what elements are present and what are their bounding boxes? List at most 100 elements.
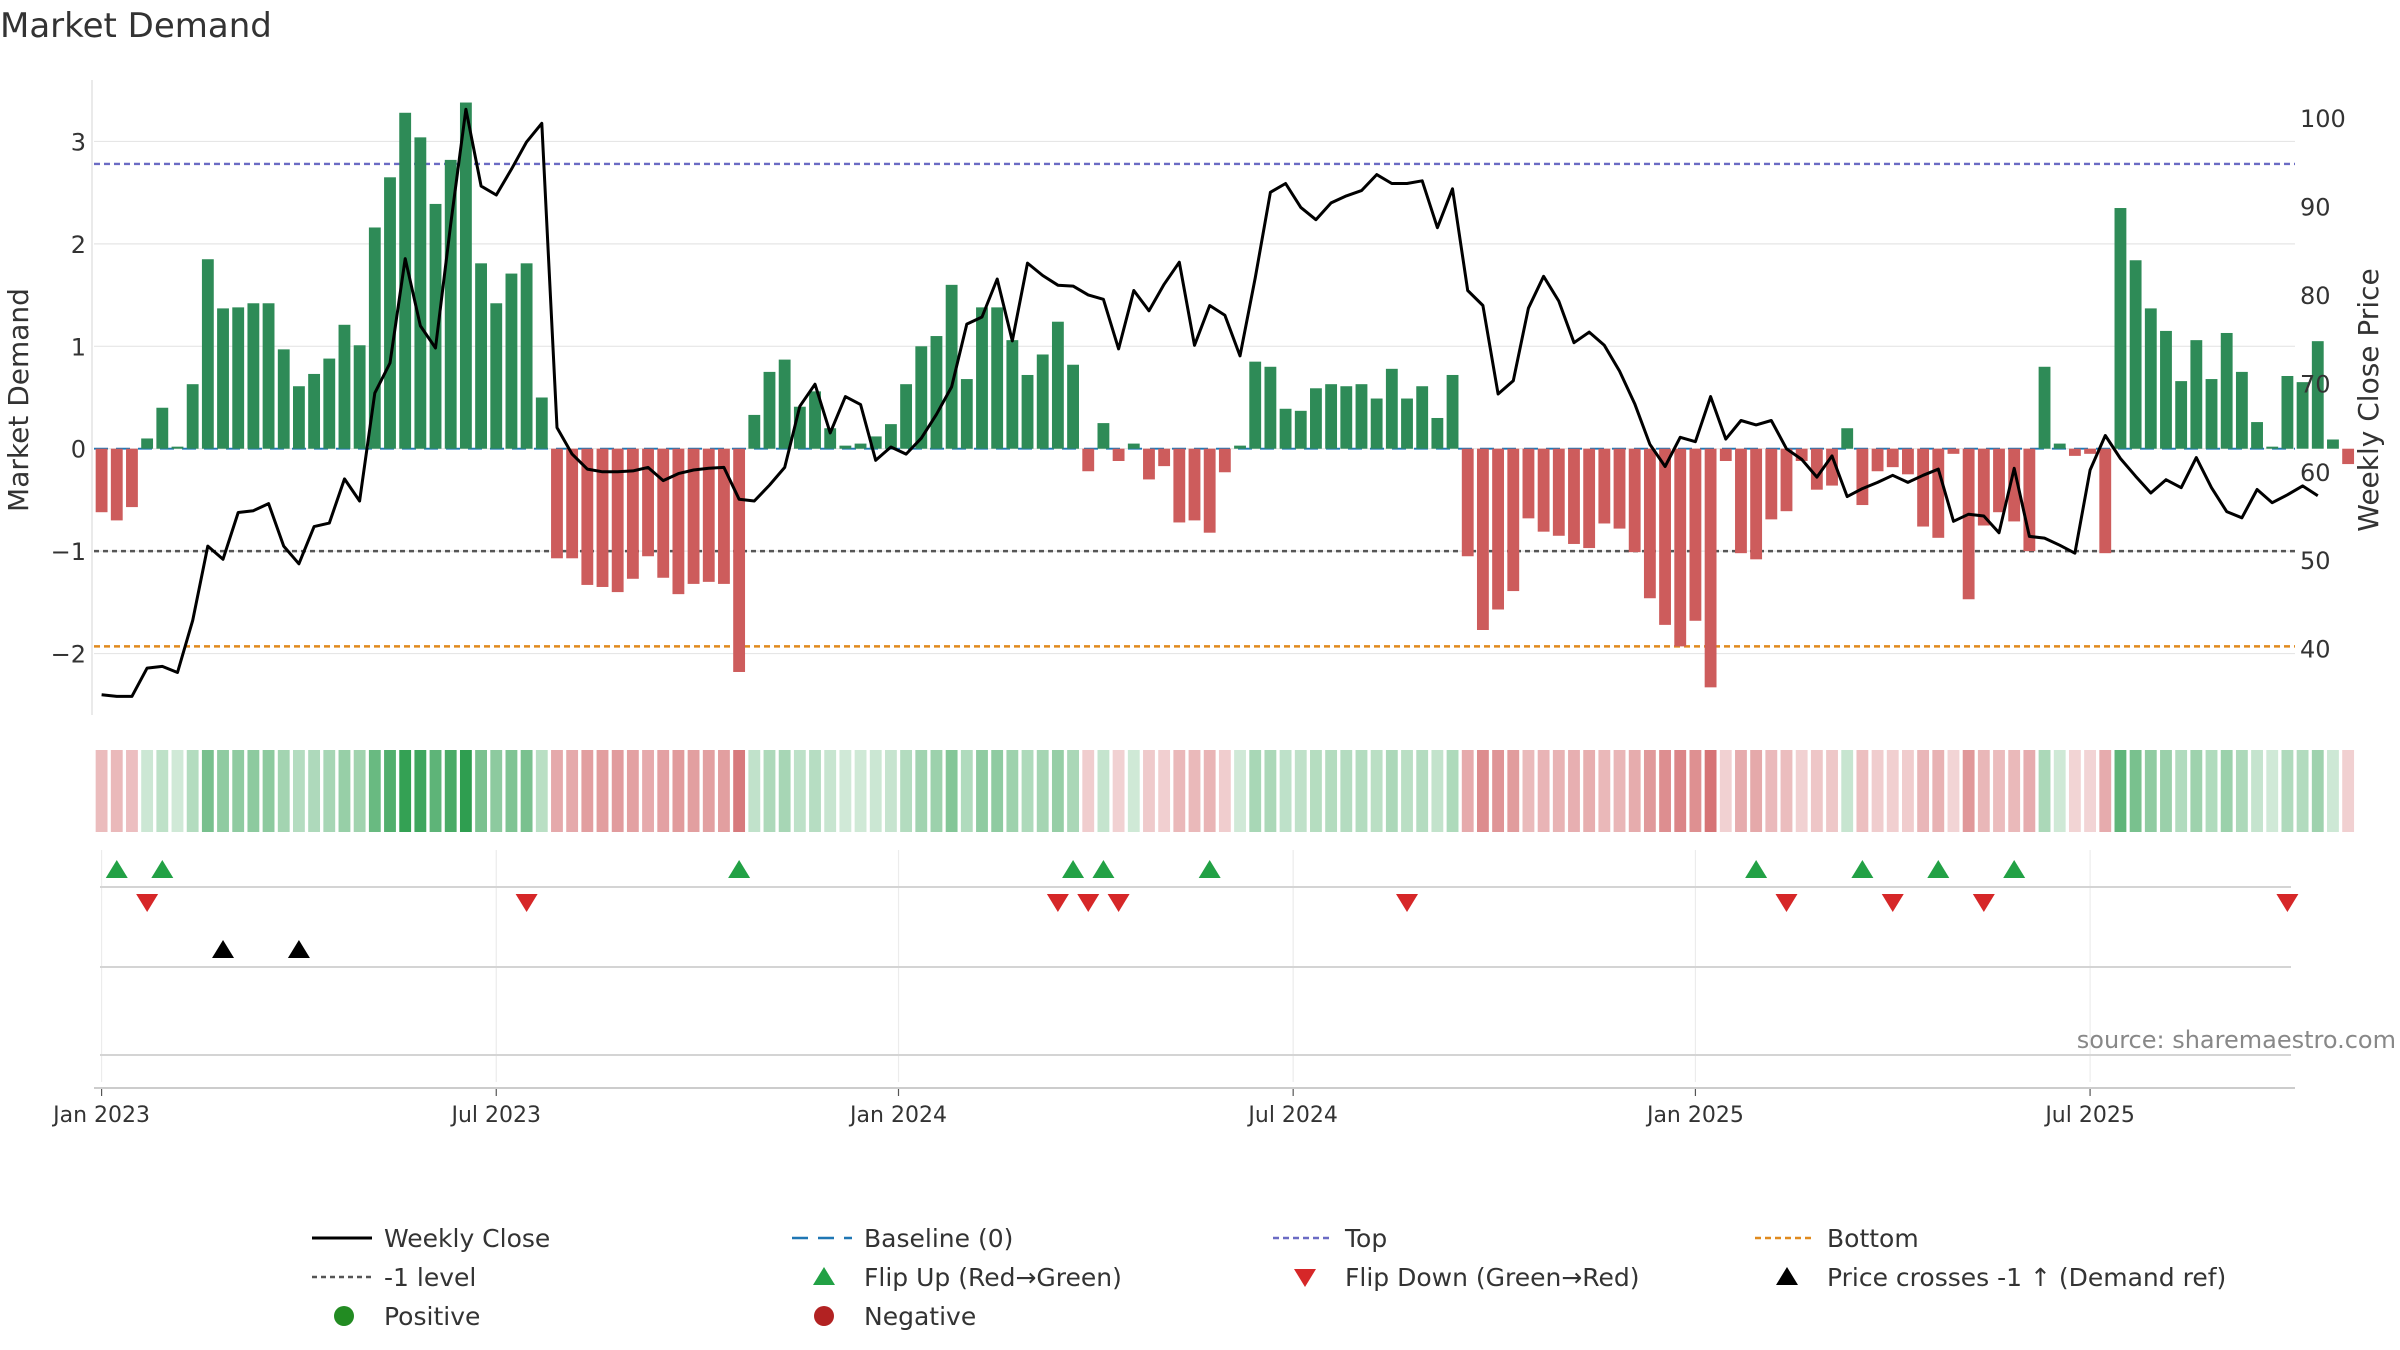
legend-item-flip_up: Flip Up (Red→Green) bbox=[813, 1263, 1122, 1292]
demand-bar-positive bbox=[1310, 388, 1322, 449]
heat-strip-cell bbox=[1385, 750, 1398, 832]
heat-strip-cell bbox=[1340, 750, 1353, 832]
demand-bar-negative bbox=[626, 448, 639, 579]
heat-strip-cell bbox=[2038, 750, 2051, 832]
demand-bar-positive bbox=[1416, 386, 1429, 449]
heat-strip-cell bbox=[1006, 750, 1019, 832]
demand-bar-negative bbox=[1765, 448, 1778, 520]
heat-strip-cell bbox=[1021, 750, 1034, 832]
heat-strip-cell bbox=[2160, 750, 2172, 832]
legend-item-bottom: Bottom bbox=[1755, 1224, 1919, 1253]
x-tick-label: Jan 2025 bbox=[1645, 1103, 1744, 1128]
heat-strip-cell bbox=[1795, 750, 1808, 832]
x-tick-label: Jul 2023 bbox=[449, 1103, 541, 1128]
heat-strip-cell bbox=[2266, 750, 2279, 832]
demand-bar-negative bbox=[95, 448, 108, 513]
flip-up-marker bbox=[1092, 860, 1115, 878]
heat-strip-cell bbox=[141, 750, 154, 832]
weekly-close-line bbox=[101, 107, 2319, 698]
source-note: source: sharemaestro.com bbox=[2077, 1026, 2396, 1054]
demand-bar-positive bbox=[1264, 366, 1277, 449]
flip-down-marker bbox=[1775, 894, 1798, 912]
demand-bar-positive bbox=[1325, 384, 1338, 449]
demand-bar-positive bbox=[1841, 428, 1854, 449]
demand-bar-positive bbox=[2327, 439, 2339, 449]
legend-label: Flip Down (Green→Red) bbox=[1345, 1263, 1640, 1292]
heat-strip-cell bbox=[1234, 750, 1246, 832]
heat-strip-cell bbox=[475, 750, 487, 832]
demand-bar-positive bbox=[900, 384, 913, 449]
heat-strip-cell bbox=[95, 750, 108, 832]
heat-strip-cell bbox=[1841, 750, 1854, 832]
demand-bar-negative bbox=[672, 448, 685, 595]
heat-strip-cell bbox=[110, 750, 123, 832]
heat-strip-cell bbox=[1051, 750, 1064, 832]
axes: −2 −1 0 1 2 3 40 50 60 70 80 90 100 Jan 2023 Jul 2023 J… bbox=[51, 80, 2346, 1128]
heat-strip-cell bbox=[323, 750, 336, 832]
demand-bar-positive bbox=[2205, 379, 2218, 449]
demand-bar-positive bbox=[915, 346, 928, 449]
legend-label: Bottom bbox=[1827, 1224, 1919, 1253]
heat-strip-cell bbox=[1279, 750, 1292, 832]
heat-strip-cell bbox=[1476, 750, 1489, 832]
right-tick-label: 100 bbox=[2300, 105, 2346, 133]
demand-bar-positive bbox=[247, 303, 260, 449]
flip-up-marker bbox=[1851, 860, 1874, 878]
demand-bar-positive bbox=[520, 263, 533, 449]
heat-strip-cell bbox=[490, 750, 503, 832]
demand-bar-positive bbox=[2235, 371, 2248, 449]
left-tick-label: 0 bbox=[71, 436, 86, 464]
heat-strip-cell bbox=[1355, 750, 1368, 832]
demand-bar-positive bbox=[1279, 408, 1292, 449]
legend-label: Baseline (0) bbox=[864, 1224, 1013, 1253]
heat-strip-cell bbox=[2342, 750, 2355, 832]
demand-bar-positive bbox=[2053, 443, 2066, 449]
x-tick-label: Jul 2024 bbox=[1246, 1103, 1338, 1128]
heat-strip-cell bbox=[171, 750, 184, 832]
heat-strip-cell bbox=[702, 750, 715, 832]
demand-bar-positive bbox=[748, 414, 761, 449]
demand-bar-negative bbox=[1750, 448, 1763, 560]
heat-strip-cell bbox=[1810, 750, 1823, 832]
demand-bar-negative bbox=[1537, 448, 1550, 532]
heat-strip-cell bbox=[1431, 750, 1444, 832]
left-tick-label: −1 bbox=[51, 538, 86, 566]
demand-bar-positive bbox=[2129, 260, 2142, 449]
demand-bar-positive bbox=[945, 284, 958, 449]
demand-bar-positive bbox=[201, 259, 214, 449]
weekly-close-series bbox=[101, 107, 2319, 698]
demand-bar-positive bbox=[1340, 386, 1353, 449]
heat-strip-cell bbox=[1613, 750, 1626, 832]
heat-strip-cell bbox=[1294, 750, 1307, 832]
demand-bar-negative bbox=[1917, 448, 1930, 527]
demand-bar-negative bbox=[2023, 448, 2036, 552]
heat-strip-cell bbox=[1173, 750, 1186, 832]
demand-bar-positive bbox=[171, 446, 184, 449]
demand-bar-negative bbox=[1993, 448, 2005, 513]
legend-label: Price crosses -1 ↑ (Demand ref) bbox=[1827, 1263, 2226, 1292]
demand-bar-negative bbox=[1977, 448, 1990, 526]
heat-strip-cell bbox=[2008, 750, 2021, 832]
demand-bar-negative bbox=[1704, 448, 1717, 688]
heat-strip-cell bbox=[1188, 750, 1201, 832]
demand-bar-positive bbox=[1097, 423, 1110, 449]
demand-bar-negative bbox=[1719, 448, 1732, 461]
demand-bar-positive bbox=[854, 443, 867, 449]
demand-bar-positive bbox=[414, 137, 427, 449]
heat-strip-cell bbox=[308, 750, 321, 832]
heat-strip-cell bbox=[1765, 750, 1778, 832]
price-cross-marker bbox=[287, 940, 310, 958]
demand-bar-positive bbox=[535, 397, 548, 449]
demand-bar-negative bbox=[642, 448, 654, 557]
heat-strip-cell bbox=[1082, 750, 1095, 832]
demand-bar-positive bbox=[1370, 398, 1383, 449]
demand-bar-positive bbox=[2190, 340, 2203, 449]
flip-up-marker bbox=[2003, 860, 2026, 878]
legend-item-positive: Positive bbox=[334, 1302, 480, 1331]
legend-item-price_cross: Price crosses -1 ↑ (Demand ref) bbox=[1776, 1263, 2226, 1292]
demand-bar-negative bbox=[1476, 448, 1489, 630]
demand-bar-negative bbox=[2084, 448, 2096, 454]
heat-strip-cell bbox=[1902, 750, 1914, 832]
demand-bar-positive bbox=[141, 438, 154, 449]
